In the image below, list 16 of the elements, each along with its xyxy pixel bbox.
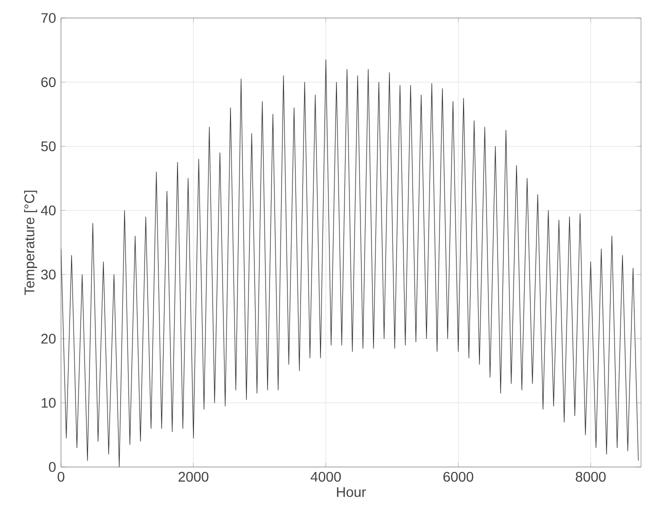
- x-tick-label: 4000: [310, 472, 341, 482]
- y-tick-label: 70: [41, 13, 56, 23]
- y-axis-title: Temperature [°C]: [24, 190, 38, 295]
- x-tick-label: 8000: [576, 472, 606, 482]
- x-axis-title: Hour: [337, 487, 366, 497]
- x-tick-label: 0: [58, 472, 64, 482]
- x-tick-label: 6000: [443, 472, 474, 482]
- y-tick-label: 60: [41, 77, 56, 88]
- y-tick-label: 20: [41, 334, 56, 344]
- y-tick-label: 30: [41, 270, 56, 280]
- x-tick-label: 2000: [178, 472, 208, 482]
- y-tick-label: 10: [42, 398, 56, 408]
- y-tick-label: 0: [48, 462, 56, 472]
- y-tick-label: 50: [41, 141, 56, 152]
- line-series: [61, 59, 639, 467]
- y-tick-label: 40: [40, 205, 56, 216]
